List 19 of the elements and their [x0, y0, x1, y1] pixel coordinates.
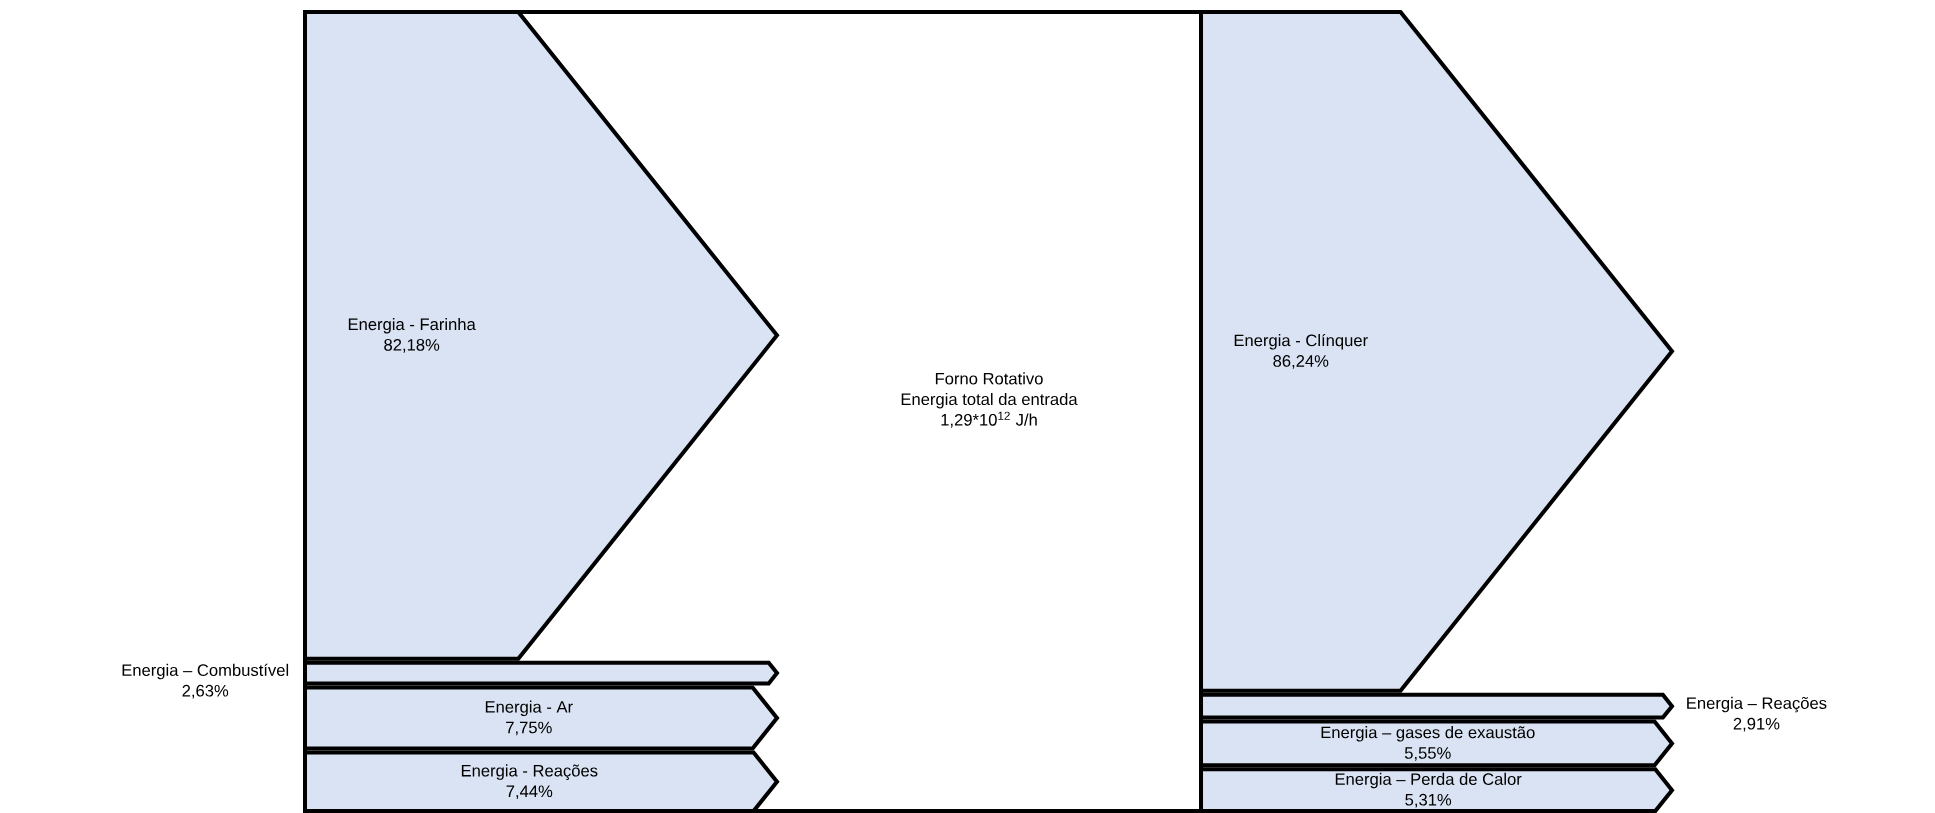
text: 1,29*10$^{12}$ J/h [941, 411, 1037, 428]
data-label: 82,18% [384, 339, 440, 353]
text: Forno Rotativo [935, 372, 1043, 385]
category-label: Energia - Clínquer [1234, 333, 1368, 350]
data-label: 5,55% [1404, 747, 1451, 761]
text: Energia total da entrada [901, 392, 1078, 409]
category-label: Energia - Reações [461, 764, 598, 780]
data-label: 2,91% [1733, 717, 1780, 732]
category-label: Energia – Combustível [122, 663, 289, 680]
data-label: 2,63% [182, 684, 229, 699]
category-label: Energia – Reações [1687, 696, 1827, 713]
category-label: Energia – gases de exaustão [1321, 726, 1535, 742]
category-label: Energia - Ar [485, 700, 573, 717]
data-label: 7,75% [506, 721, 552, 736]
data-label: 86,24% [1273, 355, 1329, 369]
data-label: 7,44% [506, 785, 553, 800]
category-label: Energia – Perda de Calor [1335, 772, 1522, 789]
category-label: Energia - Farinha [348, 317, 476, 334]
data-label: 5,31% [1405, 793, 1452, 808]
